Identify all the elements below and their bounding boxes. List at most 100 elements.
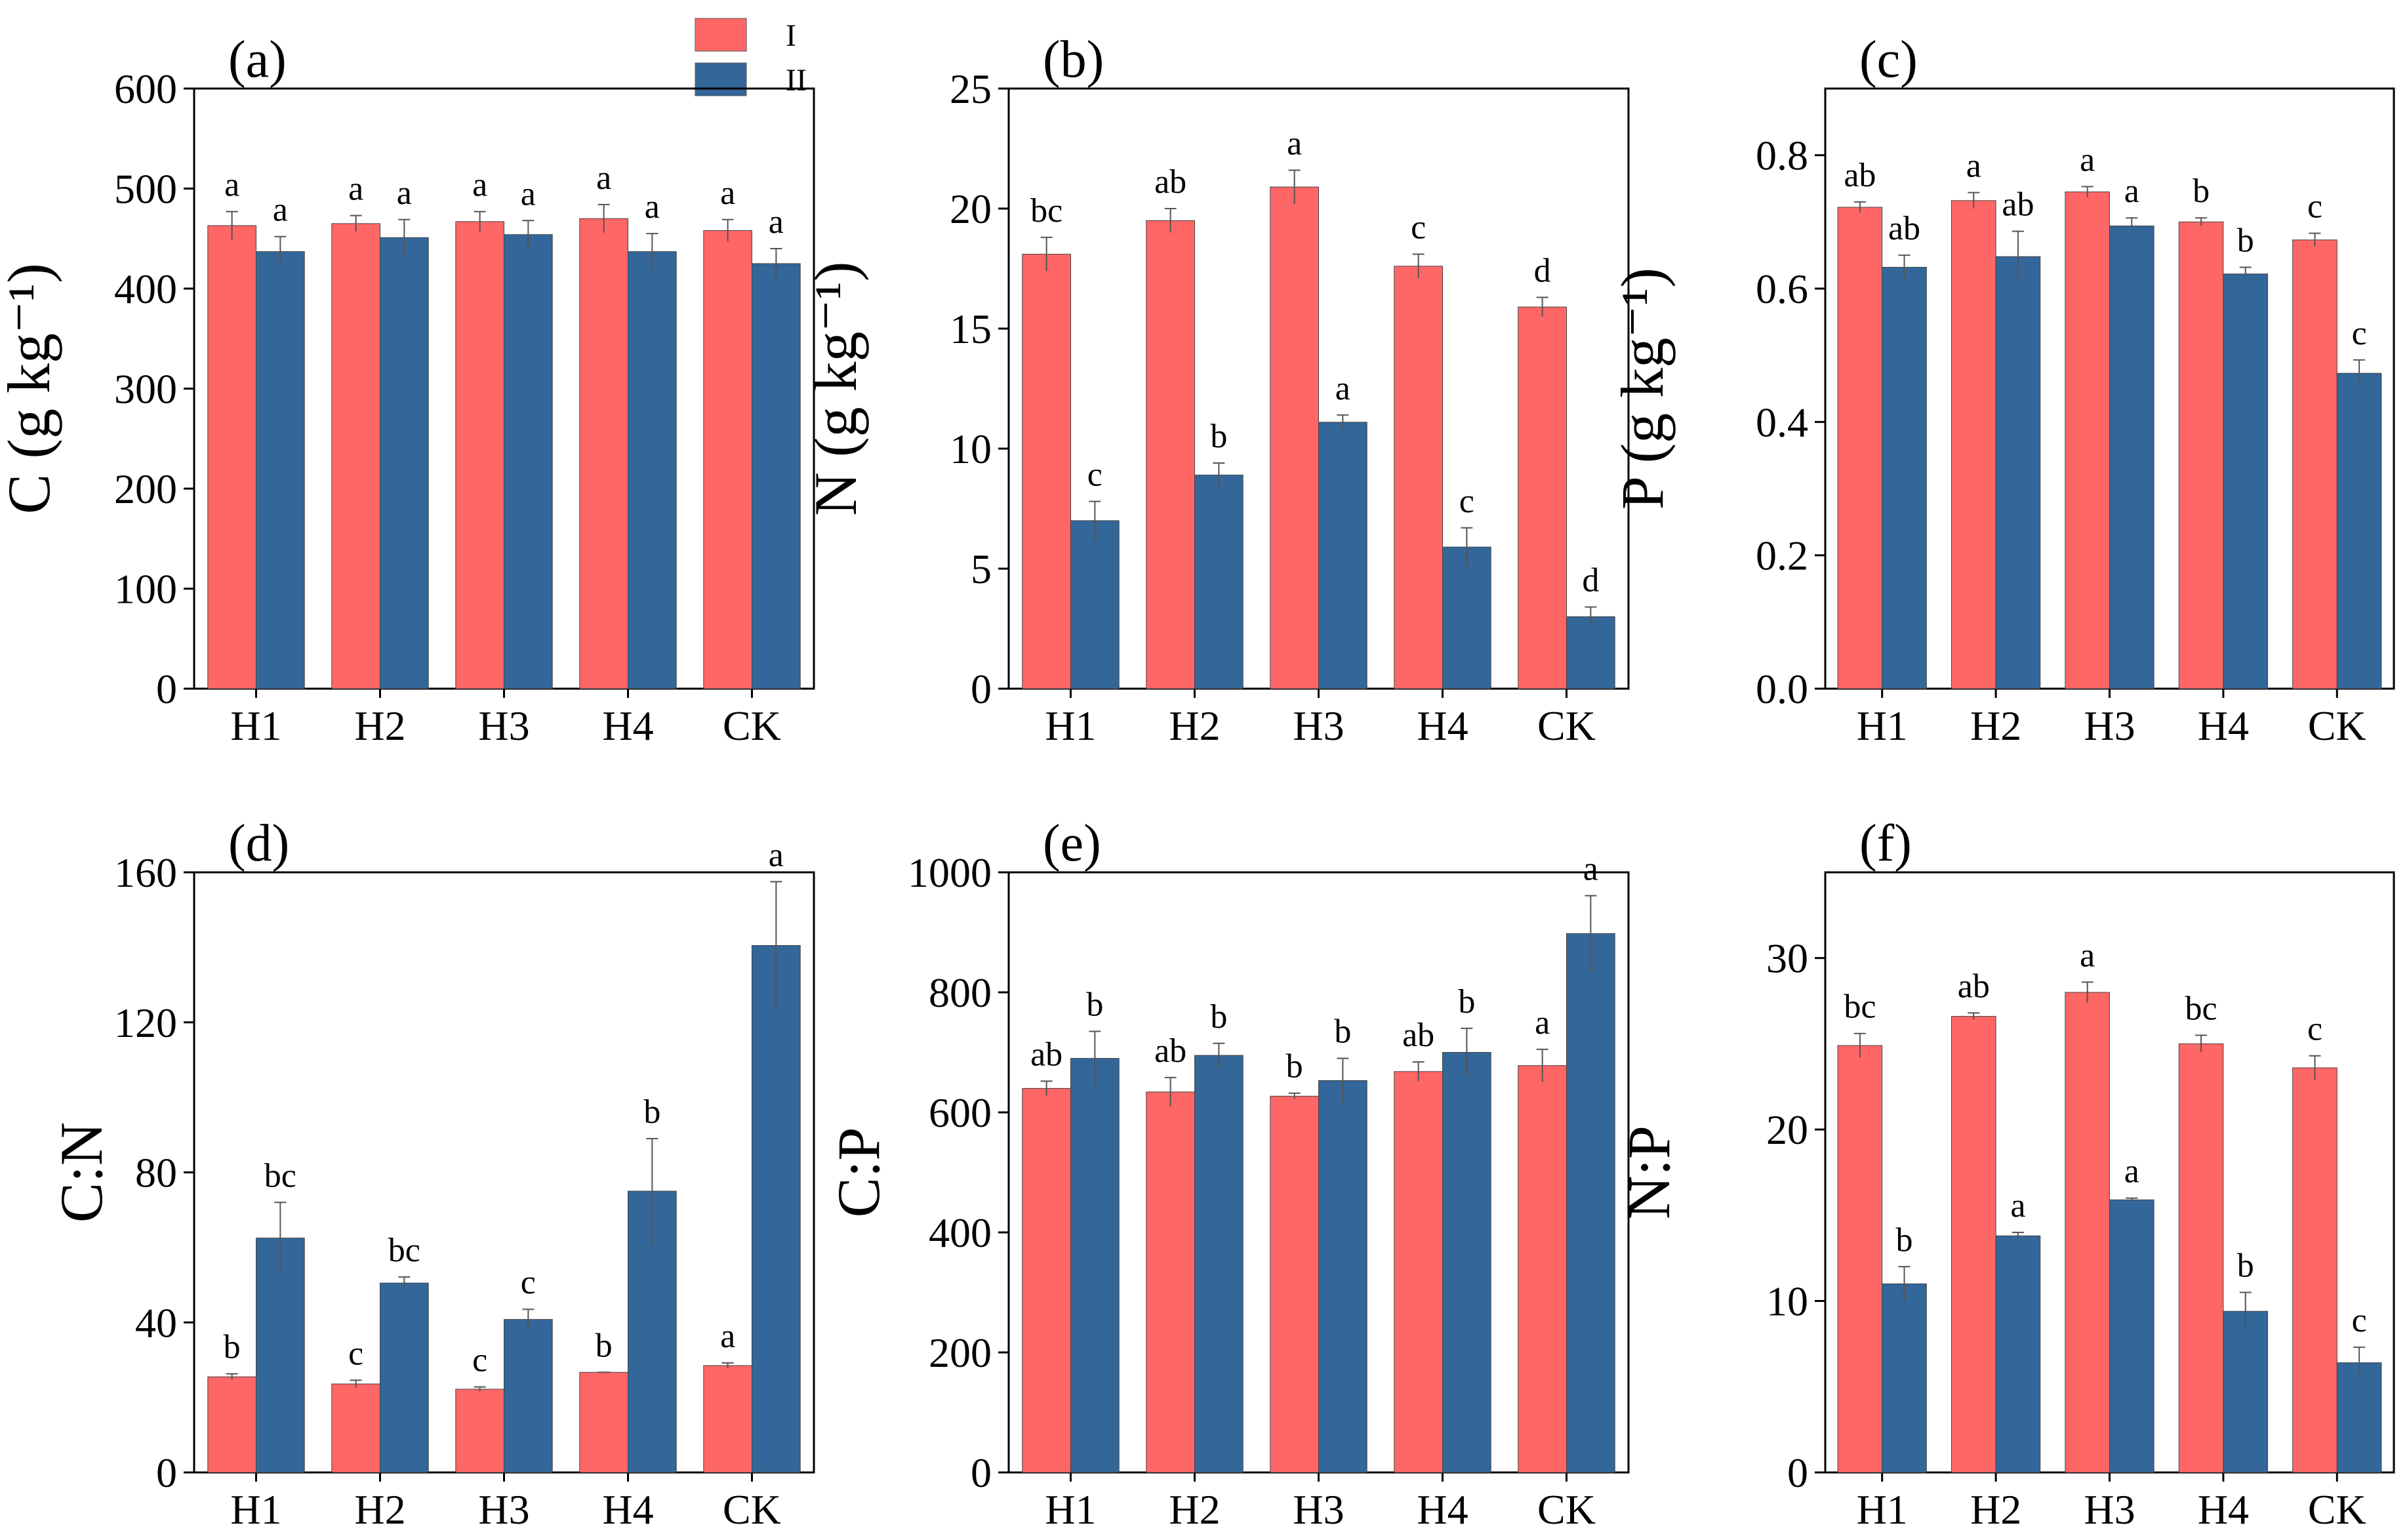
panel-label: (e) [1043,815,1101,872]
y-tick-label: 0.8 [1756,132,1808,179]
bar-i-ck [1518,306,1568,689]
significance-label: a [2080,937,2095,974]
y-axis-title: N (g kg⁻¹) [802,262,869,516]
bar-i-h1 [207,1376,257,1473]
significance-label: b [1086,986,1103,1023]
significance-label: a [1583,851,1598,888]
y-tick-label: 200 [929,1329,992,1376]
bar-i-h2 [1146,220,1196,689]
bar-i-h3 [455,221,504,689]
y-tick-label: 100 [114,566,177,613]
bar-ii-ck [2336,373,2382,689]
x-tick-label-h4: H4 [602,1486,653,1533]
y-tick-label: 10 [950,426,992,472]
y-axis-title: C (g kg⁻¹) [0,263,62,514]
significance-label: b [2237,222,2254,259]
x-tick-label-h3: H3 [1293,1486,1344,1533]
bar-i-h1 [1022,1087,1072,1473]
bar-i-h3 [1270,1095,1320,1473]
legend: I II [695,18,807,98]
significance-label: bc [264,1157,296,1194]
bar-ii-h4 [2223,274,2269,689]
y-tick-label: 5 [971,546,992,592]
x-tick-label-h2: H2 [1970,1486,2021,1533]
bar-ii-h1 [1882,266,1927,689]
bar-i-ck [1518,1065,1568,1473]
x-tick-label-h1: H1 [1045,702,1096,749]
significance-label: bc [388,1232,420,1269]
bar-i-h4 [2178,221,2224,689]
x-tick-label-h1: H1 [230,1486,281,1533]
x-tick-label-ck: CK [2308,702,2366,749]
x-tick-label-ck: CK [723,702,781,749]
significance-label: ab [1154,163,1186,201]
bar-ii-ck [752,263,801,689]
y-tick-label: 800 [929,969,992,1016]
bar-i-h1 [1837,1045,1883,1473]
y-tick-label: 400 [114,266,177,312]
x-tick-label-ck: CK [1537,702,1596,749]
x-tick-label-ck: CK [2308,1486,2366,1533]
significance-label: a [1535,1004,1550,1042]
panel-label: (f) [1859,815,1912,872]
x-tick-label-h4: H4 [1417,702,1468,749]
significance-label: c [472,1342,487,1379]
y-axis-title: C:N [48,1122,115,1223]
y-tick-label: 0 [1787,1449,1808,1496]
bar-i-h2 [1951,1016,1996,1473]
significance-label: b [2237,1247,2254,1285]
bar-ii-h3 [504,234,553,689]
bar-ii-ck [1566,933,1615,1473]
significance-label: c [348,1335,363,1372]
bar-i-ck [2292,239,2337,689]
x-tick-label-h2: H2 [354,1486,405,1533]
y-tick-label: 25 [950,66,992,112]
y-tick-label: 0.4 [1756,399,1808,445]
significance-label: b [1458,983,1475,1021]
y-tick-label: 0 [971,1449,992,1496]
bar-ii-h4 [628,251,677,689]
bar-ii-h3 [2109,1199,2154,1473]
significance-label: a [273,192,288,229]
significance-label: a [596,159,611,197]
significance-label: a [769,203,784,241]
significance-label: ab [1154,1032,1186,1070]
bar-ii-ck [752,945,801,1473]
y-tick-label: 15 [950,306,992,352]
bar-i-h4 [2178,1043,2224,1473]
x-tick-label-h3: H3 [1293,702,1344,749]
bar-ii-h2 [1995,256,2041,689]
legend-label-ii: II [786,63,807,98]
y-tick-label: 30 [1766,935,1808,982]
panel-label: (b) [1043,31,1104,89]
y-tick-label: 20 [950,186,992,232]
x-tick-label-h3: H3 [2084,1486,2135,1533]
x-tick-label-h2: H2 [1169,702,1220,749]
x-tick-label-h1: H1 [230,702,281,749]
bar-ii-h2 [1194,474,1244,689]
y-tick-label: 0 [971,666,992,712]
significance-label: ab [1958,967,1990,1005]
y-tick-label: 1000 [908,849,992,896]
panel-4: 0 40 80 120 160 H1 b bc H2 c bc H3 c c H4 b b CK a a (d) C:N [48,815,815,1533]
bar-ii-h4 [1442,546,1491,689]
x-tick-label-h1: H1 [1857,1486,1908,1533]
y-axis-title: C:P [825,1127,892,1217]
bar-ii-h1 [256,1238,305,1473]
y-tick-label: 160 [114,849,177,896]
bar-i-h3 [2065,992,2111,1473]
significance-label: c [2307,188,2322,226]
legend-swatch-ii [695,62,747,96]
significance-label: a [1287,125,1302,162]
bar-i-ck [703,230,753,689]
x-tick-label-h3: H3 [478,702,529,749]
significance-label: a [645,188,660,226]
x-tick-label-h4: H4 [2198,702,2249,749]
y-tick-label: 0 [156,666,177,712]
legend-label-i: I [786,18,796,53]
y-axis-title: P (g kg⁻¹) [1609,268,1676,510]
significance-label: bc [1030,192,1062,230]
x-tick-label-h1: H1 [1045,1486,1096,1533]
significance-label: b [1334,1013,1351,1051]
